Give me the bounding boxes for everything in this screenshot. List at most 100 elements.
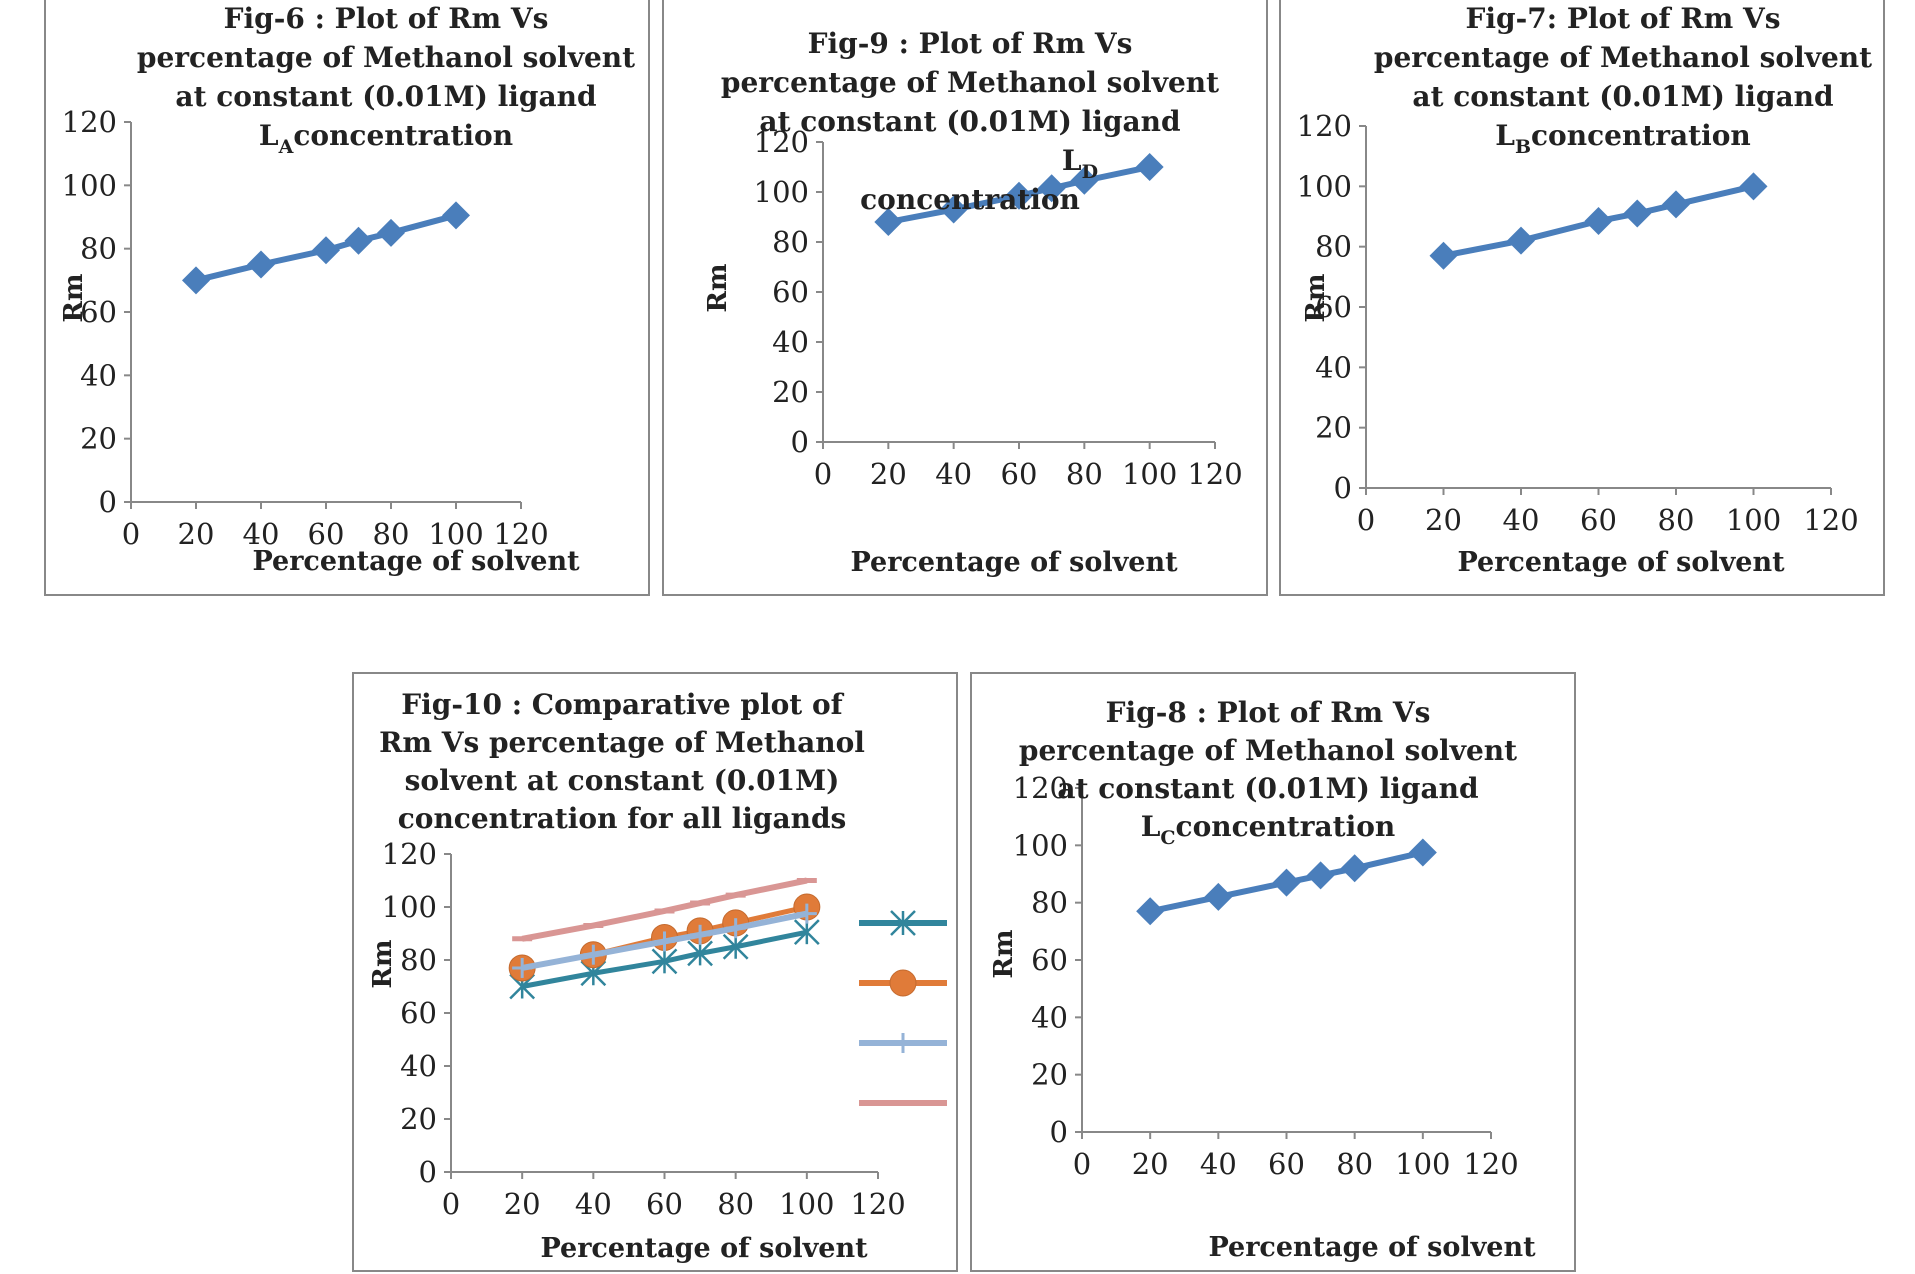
y-tick-label: 80: [772, 225, 809, 259]
x-tick-label: 40: [935, 457, 972, 491]
legend-entry-LA: [859, 910, 947, 936]
data-point: [1739, 172, 1768, 201]
title-ligand-subscript: A: [278, 136, 294, 158]
legend-entry-LC: [859, 1033, 947, 1053]
data-point: [1429, 241, 1458, 270]
y-tick-label: 60: [80, 295, 117, 329]
series-LC: [512, 903, 817, 978]
title-concentration: concentration: [1531, 119, 1751, 152]
y-tick-label: 20: [400, 1102, 437, 1136]
y-tick-label: 60: [400, 996, 437, 1030]
y-tick-label: 60: [1315, 290, 1352, 324]
y-tick-label: 0: [419, 1155, 437, 1189]
chart-title-line: percentage of Methanol solvent: [721, 66, 1219, 99]
y-tick-label: 120: [754, 125, 809, 159]
chart-title-line: solvent at constant (0.01M): [405, 764, 840, 797]
x-axis-title: Percentage of solvent: [540, 1233, 868, 1264]
data-point: [182, 266, 210, 295]
chart-title-line: Fig-6 : Plot of Rm Vs: [224, 2, 549, 35]
series-line-LB: [1442, 183, 1755, 259]
title-ligand: L: [259, 119, 279, 152]
chart-panel-fig10: 0 20 40 60 80 100 120 0 20 40 60 80 100 120 Fig-10 : C…: [352, 672, 958, 1272]
x-tick-label: 20: [504, 1187, 541, 1221]
data-point: [687, 940, 713, 967]
y-tick-label: 100: [754, 175, 809, 209]
x-tick-label: 0: [1357, 503, 1375, 537]
legend-marker: [890, 910, 916, 936]
data-point: [1070, 166, 1099, 195]
legend-entry-LB: [859, 969, 947, 997]
chart-panel-fig7: 0 20 40 60 80 100 120 0 20 40 60 80 100 120 Fig-7: Plo…: [1279, 0, 1885, 596]
y-tick-label: 80: [80, 232, 117, 266]
x-tick-label: 120: [1187, 457, 1242, 491]
series-line-LD: [521, 877, 808, 942]
chart-title-line: LAconcentration: [259, 119, 513, 158]
chart-title-line: Fig-10 : Comparative plot of: [401, 688, 844, 721]
x-tick-label: 0: [814, 457, 832, 491]
x-tick-label: 20: [1132, 1147, 1169, 1181]
x-tick-label: 80: [1066, 457, 1103, 491]
y-tick-label: 120: [62, 105, 117, 139]
data-point: [1507, 226, 1535, 255]
x-tick-label: 120: [850, 1187, 905, 1221]
x-tick-label: 40: [575, 1187, 612, 1221]
y-tick-label: 0: [99, 485, 117, 519]
y-tick-label: 40: [400, 1049, 437, 1083]
x-tick-label: 100: [1395, 1147, 1450, 1181]
y-tick-label: 40: [1031, 1000, 1068, 1034]
x-axis-title: Percentage of solvent: [1208, 1232, 1536, 1263]
title-ligand: L: [1141, 810, 1161, 843]
x-tick-label: 100: [779, 1187, 834, 1221]
data-point: [1136, 897, 1165, 926]
data-point: [1204, 882, 1233, 911]
data-point: [442, 201, 470, 230]
chart-title-line: concentration for all ligands: [398, 802, 847, 835]
data-point: [1408, 838, 1437, 867]
title-ligand-subscript: B: [1515, 136, 1531, 158]
series-LB: [1429, 172, 1768, 270]
x-tick-label: 80: [1658, 503, 1695, 537]
y-tick-label: 100: [382, 890, 437, 924]
data-point: [1306, 861, 1335, 890]
y-tick-label: 20: [772, 375, 809, 409]
series-LD: [874, 153, 1164, 236]
y-axis-title: Rm: [703, 263, 733, 312]
chart-title-line: Fig-9 : Plot of Rm Vs: [808, 27, 1133, 60]
data-point: [344, 226, 373, 255]
data-point: [1005, 181, 1033, 210]
title-ligand: L: [1062, 144, 1082, 177]
y-tick-label: 20: [80, 422, 117, 456]
chart-title-line: percentage of Methanol solvent: [1374, 41, 1872, 74]
chart-title: Fig-6 : Plot of Rm Vs percentage of Metha…: [137, 2, 635, 158]
y-tick-label: 80: [400, 943, 437, 977]
data-point: [1623, 199, 1652, 228]
data-point: [1584, 207, 1613, 236]
chart-title-line: Rm Vs percentage of Methanol: [379, 726, 865, 759]
y-tick-label: 20: [1031, 1058, 1068, 1092]
y-tick-label: 120: [1013, 771, 1068, 805]
chart-panel-fig8: 0 20 40 60 80 100 120 0 20 40 60 80 100 120 Fig-8 : Pl…: [970, 672, 1576, 1272]
y-tick-label: 100: [1013, 828, 1068, 862]
chart-title-line: Fig-8 : Plot of Rm Vs: [1106, 696, 1431, 729]
data-point: [1037, 174, 1066, 203]
title-ligand: L: [1495, 119, 1515, 152]
x-tick-label: 40: [243, 517, 280, 551]
y-tick-label: 60: [772, 275, 809, 309]
chart-title: Fig-9 : Plot of Rm Vs percentage of Metha…: [721, 27, 1219, 216]
x-tick-label: 100: [1122, 457, 1177, 491]
chart-title: Fig-8 : Plot of Rm Vs percentage of Metha…: [1019, 696, 1517, 849]
data-point: [377, 218, 405, 247]
y-tick-label: 20: [1315, 411, 1352, 445]
x-tick-label: 80: [373, 517, 410, 551]
title-ligand-subscript: D: [1082, 161, 1098, 183]
data-point: [247, 250, 275, 279]
y-tick-label: 100: [1297, 169, 1352, 203]
chart-title-line: at constant (0.01M) ligand: [759, 105, 1180, 138]
y-axis-title: Rm: [989, 929, 1019, 978]
data-point: [796, 903, 817, 924]
chart-title-line: LD: [1062, 144, 1098, 183]
y-tick-label: 40: [1315, 350, 1352, 384]
